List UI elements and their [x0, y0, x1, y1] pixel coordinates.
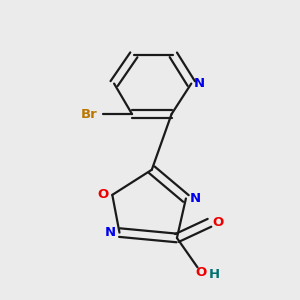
Text: Br: Br [81, 108, 98, 121]
Text: N: N [194, 77, 205, 90]
Text: O: O [98, 188, 109, 201]
Text: N: N [105, 226, 116, 239]
Text: O: O [196, 266, 207, 279]
Text: N: N [189, 192, 200, 205]
Text: O: O [213, 216, 224, 229]
Text: H: H [209, 268, 220, 281]
